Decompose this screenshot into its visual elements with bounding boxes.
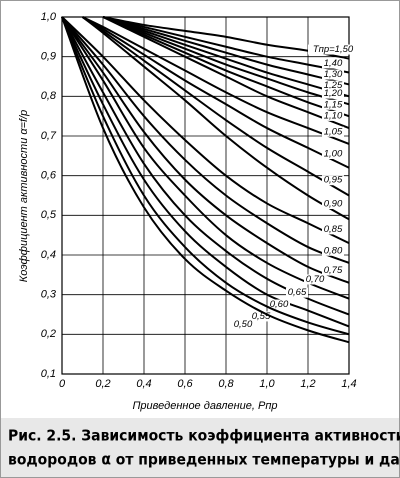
y-tick-label: 1,0 [41, 11, 57, 23]
curve-label-bg [322, 199, 344, 210]
curve-label: 1,20 [324, 88, 343, 99]
curve-label-bg [322, 58, 344, 69]
x-tick-label: 0,8 [218, 378, 234, 390]
y-tick-label: 0,1 [41, 368, 56, 380]
curve-label-bg [322, 148, 344, 159]
y-axis-title: Коэффициент активности α=f/p [18, 110, 30, 283]
curve-label-bg [250, 311, 272, 322]
curve-label-bg [322, 126, 344, 137]
curve-label-bg [308, 44, 358, 55]
curve-label: 0,90 [324, 199, 343, 210]
curve-label-bg [232, 319, 254, 330]
curve [61, 16, 350, 245]
curve [102, 16, 350, 118]
curve-label: 1,25 [324, 80, 343, 91]
curve-label-bg [322, 175, 344, 186]
y-tick-label: 0,2 [41, 328, 56, 340]
curve [61, 16, 350, 264]
curve-label: 1,15 [324, 99, 343, 110]
curve-label: 0,50 [234, 319, 253, 330]
y-tick-label: 0,7 [41, 130, 57, 142]
curve-label-bg [322, 265, 344, 276]
x-tick-label: 0 [59, 378, 66, 390]
curve-label-bg [304, 274, 326, 285]
caption-line: Рис. 2.5. Зависимость коэффициента актив… [8, 427, 400, 445]
x-tick-label: 1,2 [300, 378, 315, 390]
curve [102, 16, 350, 106]
curve-label-bg [286, 287, 308, 298]
x-tick-label: 0,4 [136, 378, 151, 390]
curve-label-bg [322, 99, 344, 110]
y-tick-label: 0,4 [41, 249, 56, 261]
curve [102, 16, 350, 129]
curve [102, 16, 350, 74]
curve-label-bg [322, 110, 344, 121]
x-tick-label: 0,2 [95, 378, 110, 390]
x-tick-label: 1,4 [341, 378, 356, 390]
y-tick-label: 0,3 [41, 289, 57, 301]
curve-label-bg [322, 245, 344, 256]
curve [82, 16, 350, 145]
curve [61, 16, 350, 344]
y-tick-label: 0,8 [41, 90, 57, 102]
curve [61, 16, 350, 284]
caption-box [1, 418, 399, 477]
curve-label-bg [322, 69, 344, 80]
curve-label-bg [322, 224, 344, 235]
curve-label: 0,80 [324, 245, 343, 256]
curve-label-bg [268, 299, 290, 310]
curve [61, 16, 350, 336]
curve-label: 0,65 [288, 287, 307, 298]
curve [102, 16, 350, 86]
x-tick-label: 0,6 [177, 378, 193, 390]
curve [81, 16, 350, 197]
curve [102, 16, 350, 98]
curve-label-bg [322, 80, 344, 91]
curve-label: 1,10 [324, 110, 343, 121]
curve [81, 16, 350, 221]
curve-label: 1,40 [324, 58, 343, 69]
y-tick-label: 0,6 [41, 170, 57, 182]
x-axis-title: Приведенное давление, Pпр [132, 400, 277, 412]
curve-label: 1,05 [324, 126, 343, 137]
curve-label: 0,55 [252, 311, 271, 322]
curve [61, 16, 350, 300]
curve-label-bg [322, 88, 344, 99]
curve-label: 0,95 [324, 175, 343, 186]
curve-label: 0,85 [324, 224, 343, 235]
y-tick-label: 0,5 [41, 209, 57, 221]
y-tick-label: 0,9 [41, 51, 56, 63]
curve [81, 16, 350, 169]
x-tick-label: 1,0 [259, 378, 275, 390]
curve-label: Tпр=1,50 [313, 44, 354, 55]
curve-label: 0,75 [324, 265, 343, 276]
curve-label: 1,00 [324, 149, 343, 160]
curve [61, 16, 350, 328]
curve-label: 1,30 [324, 69, 343, 80]
caption-line: водородов α от приведенных температуры и… [8, 451, 400, 469]
curve-label: 0,60 [270, 299, 289, 310]
curve-label: 0,70 [306, 274, 325, 285]
